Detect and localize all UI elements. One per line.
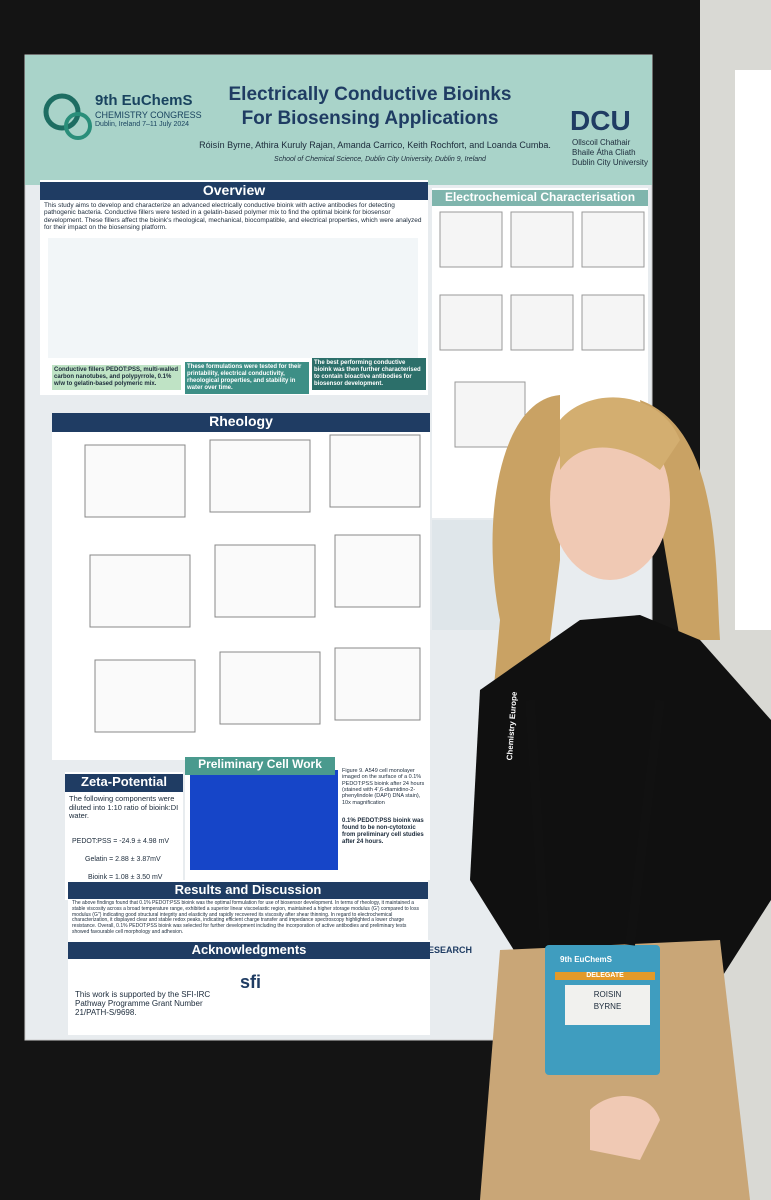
step: These formulations were tested for their… bbox=[185, 362, 309, 394]
results-text: The above findings found that 0.1% PEDOT… bbox=[72, 900, 419, 935]
overview-figure bbox=[48, 238, 418, 358]
cell-text: Figure 9. A549 cell monolayer imaged on … bbox=[342, 768, 425, 806]
congress-place: Dublin, Ireland 7–11 July 2024 bbox=[95, 121, 190, 128]
affiliation: School of Chemical Science, Dublin City … bbox=[274, 156, 486, 163]
authors: Róisín Byrne, Athira Kuruly Rajan, Amand… bbox=[199, 140, 551, 150]
step: The best performing conductive bioink wa… bbox=[312, 358, 426, 390]
overview-text: This study aims to develop and character… bbox=[44, 202, 422, 232]
rheology-plots bbox=[84, 434, 421, 733]
step: Conductive fillers PEDOT:PSS, multi-wall… bbox=[52, 365, 181, 390]
zeta-text: The following components were diluted in… bbox=[69, 794, 179, 821]
section-heading: Results and Discussion bbox=[68, 882, 428, 899]
title: Electrically Conductive Bioinks bbox=[228, 84, 512, 105]
cell-image bbox=[190, 770, 338, 870]
section-heading: Acknowledgments bbox=[68, 942, 430, 959]
section-heading: Overview bbox=[40, 182, 428, 200]
dcu-line: Ollscoil Chathair bbox=[572, 138, 631, 147]
zeta-value: PEDOT:PSS = -24.9 ± 4.98 mV bbox=[72, 838, 170, 845]
poster-header bbox=[25, 55, 652, 185]
electrochem-plots bbox=[439, 211, 645, 448]
ack-text: This work is supported by the SFI-IRC Pa… bbox=[75, 990, 211, 1018]
section-heading: Preliminary Cell Work bbox=[185, 757, 335, 775]
cell-result: 0.1% PEDOT:PSS bioink was found to be no… bbox=[342, 818, 424, 845]
hidden-panel bbox=[432, 520, 502, 630]
title: For Biosensing Applications bbox=[241, 108, 499, 129]
section-heading: Zeta-Potential bbox=[65, 774, 183, 792]
section-heading: Rheology bbox=[52, 413, 430, 432]
person bbox=[470, 395, 771, 1200]
zeta-value: Gelatin = 2.88 ± 3.87mV bbox=[85, 856, 161, 863]
badge-event: 9th EuChemS bbox=[560, 955, 613, 964]
sponsor: sfi bbox=[240, 972, 262, 992]
section-heading: Electrochemical Characterisation bbox=[432, 190, 648, 206]
logo bbox=[64, 112, 92, 140]
sponsor: IRISH RESEARCH bbox=[395, 945, 473, 955]
zeta-panel bbox=[65, 772, 183, 900]
congress-sub: CHEMISTRY CONGRESS bbox=[95, 110, 202, 120]
zeta-value: Bioink = 1.08 ± 3.50 mV bbox=[88, 874, 163, 881]
dcu-line: Bhaile Átha Cliath bbox=[572, 148, 636, 157]
congress-name: 9th EuChemS bbox=[95, 92, 193, 109]
next-poster bbox=[735, 70, 771, 630]
badge-role: DELEGATE bbox=[555, 972, 655, 981]
badge-name: ROISIN bbox=[593, 990, 622, 999]
badge-name: BYRNE bbox=[593, 1002, 622, 1011]
dcu-logo: DCU bbox=[570, 105, 631, 136]
dcu-line: Dublin City University bbox=[572, 158, 649, 167]
